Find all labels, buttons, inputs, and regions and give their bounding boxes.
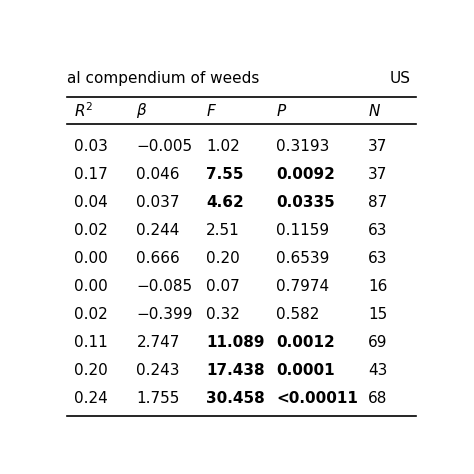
Text: 1.755: 1.755 (137, 391, 180, 406)
Text: 63: 63 (368, 223, 387, 238)
Text: $N$: $N$ (368, 102, 381, 118)
Text: 0.20: 0.20 (74, 363, 108, 378)
Text: 43: 43 (368, 363, 387, 378)
Text: 0.243: 0.243 (137, 363, 180, 378)
Text: 0.6539: 0.6539 (276, 251, 329, 266)
Text: US: US (390, 72, 411, 86)
Text: 0.666: 0.666 (137, 251, 180, 266)
Text: 0.03: 0.03 (74, 139, 108, 155)
Text: 2.747: 2.747 (137, 335, 180, 350)
Text: 68: 68 (368, 391, 387, 406)
Text: 11.089: 11.089 (206, 335, 264, 350)
Text: $\beta$: $\beta$ (137, 101, 148, 120)
Text: 0.582: 0.582 (276, 307, 319, 322)
Text: 0.20: 0.20 (206, 251, 240, 266)
Text: 0.0001: 0.0001 (276, 363, 335, 378)
Text: 0.0335: 0.0335 (276, 195, 335, 210)
Text: $F$: $F$ (206, 102, 217, 118)
Text: 0.07: 0.07 (206, 279, 240, 294)
Text: −0.085: −0.085 (137, 279, 192, 294)
Text: 1.02: 1.02 (206, 139, 240, 155)
Text: 0.1159: 0.1159 (276, 223, 329, 238)
Text: 16: 16 (368, 279, 387, 294)
Text: 0.0012: 0.0012 (276, 335, 335, 350)
Text: −0.399: −0.399 (137, 307, 193, 322)
Text: 37: 37 (368, 139, 387, 155)
Text: $P$: $P$ (276, 102, 287, 118)
Text: 2.51: 2.51 (206, 223, 240, 238)
Text: 69: 69 (368, 335, 387, 350)
Text: 17.438: 17.438 (206, 363, 265, 378)
Text: 0.7974: 0.7974 (276, 279, 329, 294)
Text: 0.11: 0.11 (74, 335, 108, 350)
Text: 0.00: 0.00 (74, 251, 108, 266)
Text: <0.00011: <0.00011 (276, 391, 358, 406)
Text: 0.00: 0.00 (74, 279, 108, 294)
Text: 0.24: 0.24 (74, 391, 108, 406)
Text: 0.32: 0.32 (206, 307, 240, 322)
Text: 7.55: 7.55 (206, 167, 244, 182)
Text: al compendium of weeds: al compendium of weeds (66, 72, 259, 86)
Text: 0.0092: 0.0092 (276, 167, 335, 182)
Text: 0.3193: 0.3193 (276, 139, 329, 155)
Text: 0.02: 0.02 (74, 223, 108, 238)
Text: 87: 87 (368, 195, 387, 210)
Text: 0.04: 0.04 (74, 195, 108, 210)
Text: 37: 37 (368, 167, 387, 182)
Text: 0.037: 0.037 (137, 195, 180, 210)
Text: 63: 63 (368, 251, 387, 266)
Text: 0.17: 0.17 (74, 167, 108, 182)
Text: 0.02: 0.02 (74, 307, 108, 322)
Text: 15: 15 (368, 307, 387, 322)
Text: 0.244: 0.244 (137, 223, 180, 238)
Text: 4.62: 4.62 (206, 195, 244, 210)
Text: 30.458: 30.458 (206, 391, 265, 406)
Text: $R^2$: $R^2$ (74, 101, 93, 120)
Text: 0.046: 0.046 (137, 167, 180, 182)
Text: −0.005: −0.005 (137, 139, 192, 155)
